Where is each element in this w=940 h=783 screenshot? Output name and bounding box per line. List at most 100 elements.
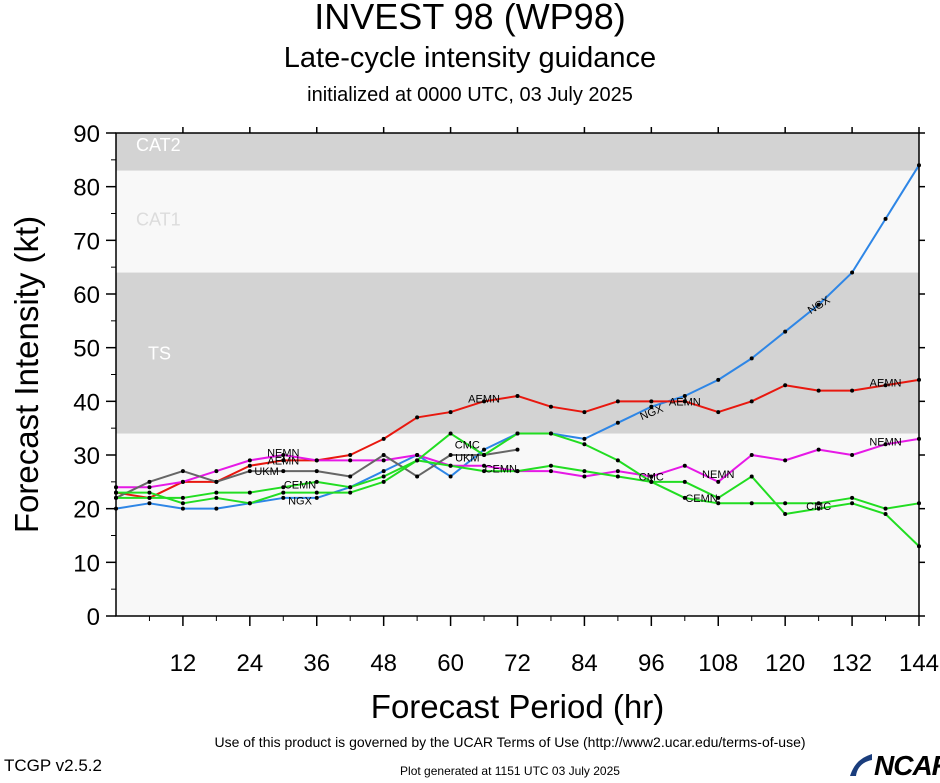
data-point-cemn	[716, 495, 721, 500]
data-point-aemn	[850, 388, 855, 393]
y-tick-label: 0	[87, 604, 100, 631]
data-point-cmc	[281, 490, 286, 495]
data-point-cemn	[850, 501, 855, 506]
data-point-nemn	[180, 479, 185, 484]
data-point-ngx	[883, 216, 888, 221]
data-point-ngx	[582, 436, 587, 441]
data-point-nemn	[682, 463, 687, 468]
data-point-cemn	[816, 506, 821, 511]
series-label-cmc: CMC	[806, 501, 831, 513]
y-tick-label: 40	[73, 389, 100, 416]
data-point-nemn	[649, 474, 654, 479]
series-label-aemn: AEMN	[669, 396, 701, 408]
data-point-ngx	[448, 474, 453, 479]
data-point-aemn	[716, 410, 721, 415]
ncar-logo: NCAR	[848, 752, 940, 780]
x-tick-label: 108	[698, 650, 738, 677]
data-point-nemn	[548, 469, 553, 474]
data-point-cemn	[348, 485, 353, 490]
data-point-cmc	[582, 442, 587, 447]
y-tick-label: 10	[73, 550, 100, 577]
data-point-ngx	[850, 270, 855, 275]
x-tick-label: 132	[832, 650, 872, 677]
ncar-logo-text: NCAR	[874, 750, 940, 781]
y-axis-label: Forecast Intensity (kt)	[8, 216, 45, 533]
y-tick-label: 80	[73, 175, 100, 202]
data-point-cemn	[482, 469, 487, 474]
x-tick-label: 24	[236, 650, 263, 677]
data-point-cmc	[381, 479, 386, 484]
data-point-nemn	[883, 442, 888, 447]
data-point-cmc	[147, 490, 152, 495]
data-point-nemn	[147, 485, 152, 490]
band-label-ts: TS	[148, 344, 171, 364]
series-label-cemn: CEMN	[685, 493, 717, 505]
data-point-cmc	[749, 501, 754, 506]
data-point-aemn	[649, 399, 654, 404]
data-point-nemn	[816, 447, 821, 452]
generated-time: Plot generated at 1151 UTC 03 July 2025	[400, 764, 620, 778]
data-point-ukm	[515, 447, 520, 452]
band-label-cat1: CAT1	[136, 210, 181, 230]
data-point-ngx	[716, 377, 721, 382]
version-label: TCGP v2.5.2	[4, 756, 102, 775]
data-point-ukm	[448, 453, 453, 457]
data-point-nemn	[415, 453, 420, 457]
band-ts	[116, 272, 919, 434]
y-tick-label: 20	[73, 497, 100, 524]
data-point-cemn	[582, 469, 587, 474]
data-point-cmc	[482, 453, 487, 457]
data-point-aemn	[448, 410, 453, 415]
data-point-nemn	[783, 458, 788, 463]
data-point-cemn	[883, 512, 888, 517]
data-point-nemn	[214, 469, 219, 474]
data-point-ukm	[214, 479, 219, 484]
data-point-cmc	[448, 431, 453, 436]
x-tick-label: 144	[899, 650, 939, 677]
series-label-aemn: AEMN	[267, 455, 299, 467]
data-point-ukm	[381, 453, 386, 457]
data-point-aemn	[749, 399, 754, 404]
x-axis-label: Forecast Period (hr)	[371, 688, 664, 725]
data-point-cmc	[348, 490, 353, 495]
data-point-cemn	[682, 479, 687, 484]
data-point-ngx	[649, 404, 654, 409]
series-label-cemn: CEMN	[485, 463, 517, 475]
data-point-aemn	[381, 436, 386, 441]
data-point-cemn	[515, 469, 520, 474]
data-point-cmc	[716, 501, 721, 506]
x-tick-label: 48	[370, 650, 397, 677]
series-label-cmc: CMC	[455, 439, 480, 451]
data-point-cmc	[415, 458, 420, 463]
data-point-cmc	[247, 501, 252, 506]
y-tick-label: 70	[73, 228, 100, 255]
data-point-cemn	[448, 463, 453, 468]
init-time-line: initialized at 0000 UTC, 03 July 2025	[307, 84, 633, 106]
x-tick-label: 72	[504, 650, 531, 677]
series-label-nemn: NEMN	[267, 447, 299, 459]
data-point-ukm	[281, 469, 286, 474]
data-point-cemn	[615, 474, 620, 479]
data-point-ngx	[214, 506, 219, 511]
data-point-ngx	[180, 506, 185, 511]
data-point-ukm	[314, 469, 319, 474]
data-point-ukm	[348, 474, 353, 479]
data-point-ngx	[615, 420, 620, 425]
data-point-cmc	[883, 506, 888, 511]
data-point-aemn	[682, 399, 687, 404]
data-point-aemn	[515, 393, 520, 398]
data-point-aemn	[783, 383, 788, 388]
data-point-ngx	[314, 495, 319, 500]
data-point-aemn	[482, 399, 487, 404]
data-point-ukm	[415, 474, 420, 479]
data-point-nemn	[348, 458, 353, 463]
x-tick-label: 36	[303, 650, 330, 677]
data-point-cemn	[749, 474, 754, 479]
data-point-nemn	[716, 479, 721, 484]
data-point-cmc	[816, 501, 821, 506]
data-point-cemn	[180, 495, 185, 500]
chart-subtitle: Late-cycle intensity guidance	[283, 42, 657, 74]
series-label-ngx: NGX	[288, 496, 313, 508]
data-point-cemn	[783, 512, 788, 517]
